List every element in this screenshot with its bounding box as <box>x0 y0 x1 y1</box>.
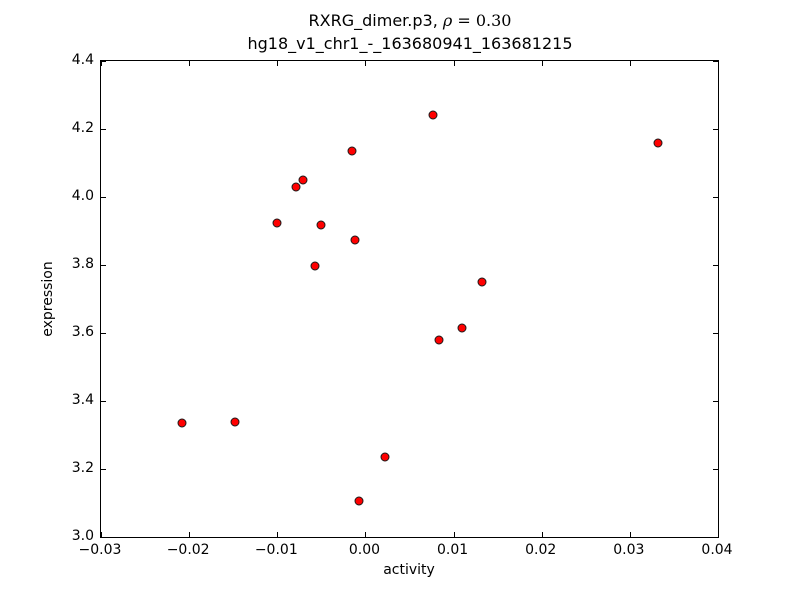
chart-title-text: RXRG_dimer.p3, <box>308 11 443 30</box>
x-tick-mark <box>541 532 543 537</box>
y-tick-mark <box>713 129 718 130</box>
y-tick-mark <box>713 61 718 62</box>
data-point <box>434 335 444 345</box>
plot-canvas <box>101 61 719 538</box>
x-tick-mark <box>189 61 191 66</box>
data-point <box>298 175 308 185</box>
data-point <box>310 261 320 271</box>
y-tick-mark <box>713 197 718 198</box>
data-point <box>291 182 301 192</box>
y-tick-label: 4.4 <box>71 52 94 68</box>
x-tick-mark <box>365 61 367 66</box>
y-axis-label: expression <box>40 261 56 337</box>
y-tick-mark <box>101 333 106 334</box>
y-tick-mark <box>101 265 106 266</box>
y-tick-label: 3.6 <box>71 324 94 340</box>
data-point <box>316 220 326 230</box>
chart-subtitle: hg18_v1_chr1_-_163680941_163681215 <box>247 34 573 53</box>
y-tick-mark <box>713 333 718 334</box>
data-point <box>428 110 438 120</box>
x-tick-mark <box>629 532 631 537</box>
chart-title-block: RXRG_dimer.p3, ρ = 0.30 hg18_v1_chr1_-_1… <box>100 9 720 55</box>
x-tick-label: 0.00 <box>348 542 381 558</box>
y-tick-mark <box>713 401 718 402</box>
x-tick-mark <box>629 61 631 66</box>
y-tick-label: 3.0 <box>71 528 94 544</box>
y-tick-label: 3.4 <box>71 392 94 408</box>
y-tick-mark <box>713 469 718 470</box>
x-axis-label: activity <box>383 562 435 578</box>
x-tick-mark <box>277 61 279 66</box>
y-tick-mark <box>713 265 718 266</box>
data-point <box>177 418 187 428</box>
x-tick-label: 0.01 <box>436 542 469 558</box>
y-tick-mark <box>101 61 106 62</box>
x-tick-mark <box>189 532 191 537</box>
x-tick-mark <box>101 61 102 66</box>
x-tick-mark <box>365 532 367 537</box>
x-tick-label: −0.01 <box>254 542 298 558</box>
x-tick-label: 0.03 <box>613 542 645 558</box>
y-tick-mark <box>101 401 106 402</box>
y-tick-label: 4.2 <box>71 120 94 136</box>
data-point <box>272 218 282 228</box>
y-tick-label: 3.2 <box>71 460 94 476</box>
x-tick-mark <box>453 532 455 537</box>
x-tick-mark <box>277 532 279 537</box>
x-tick-mark <box>453 61 455 66</box>
plot-area <box>100 60 719 538</box>
y-tick-mark <box>101 537 106 538</box>
data-point <box>230 417 240 427</box>
data-point <box>350 235 360 245</box>
x-tick-mark <box>541 61 543 66</box>
x-tick-label: 0.02 <box>525 542 557 558</box>
y-tick-label: 3.8 <box>71 256 94 272</box>
data-point <box>477 277 487 287</box>
y-tick-mark <box>101 469 106 470</box>
y-tick-mark <box>713 537 718 538</box>
chart-title: RXRG_dimer.p3, ρ = 0.30 <box>100 9 720 32</box>
data-point <box>380 452 390 462</box>
rho-symbol: ρ <box>442 11 453 30</box>
y-tick-mark <box>101 129 106 130</box>
y-tick-mark <box>101 197 106 198</box>
x-tick-mark <box>101 532 102 537</box>
x-tick-mark <box>718 61 719 66</box>
y-tick-label: 4.0 <box>71 188 94 204</box>
data-point <box>457 323 467 333</box>
x-tick-label: −0.02 <box>166 542 210 558</box>
data-point <box>347 146 357 156</box>
data-point <box>653 138 663 148</box>
rho-value: = 0.30 <box>452 11 512 30</box>
x-tick-mark <box>718 532 719 537</box>
x-tick-label: 0.04 <box>701 542 733 558</box>
x-tick-label: −0.03 <box>78 542 122 558</box>
data-point <box>354 496 364 506</box>
